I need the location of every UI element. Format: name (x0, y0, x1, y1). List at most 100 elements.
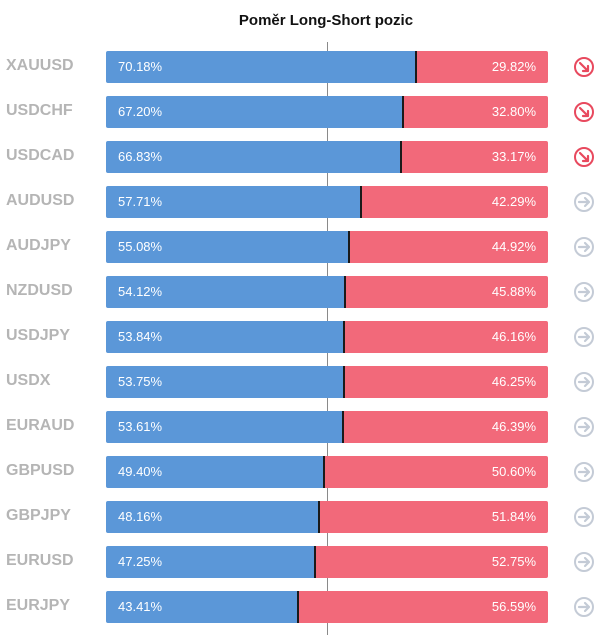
neutral-arrow-icon[interactable] (573, 326, 595, 348)
chart-row: USDJPY 53.84% 46.16% (0, 321, 612, 353)
bar-divider (323, 456, 325, 488)
category-label: GBPJPY (6, 507, 71, 524)
category-label: GBPUSD (6, 462, 75, 479)
bar-divider (344, 276, 346, 308)
short-value-label: 46.16% (491, 329, 536, 344)
long-bar-segment (106, 411, 343, 443)
ratio-bar: 47.25% 52.75% (106, 546, 548, 578)
bar-divider (400, 141, 402, 173)
short-bar-segment (401, 141, 548, 173)
short-value-label: 29.82% (491, 59, 536, 74)
bar-divider (297, 591, 299, 623)
chart-row: USDCHF 67.20% 32.80% (0, 96, 612, 128)
chart-row: GBPJPY 48.16% 51.84% (0, 501, 612, 533)
neutral-arrow-icon[interactable] (573, 371, 595, 393)
sell-arrow-icon[interactable] (573, 146, 595, 168)
chart-row: XAUUSD 70.18% 29.82% (0, 51, 612, 83)
chart-row: EURJPY 43.41% 56.59% (0, 591, 612, 623)
ratio-bar: 53.61% 46.39% (106, 411, 548, 443)
bar-divider (318, 501, 320, 533)
long-bar-segment (106, 231, 349, 263)
short-bar-segment (315, 546, 548, 578)
short-value-label: 56.59% (491, 599, 536, 614)
long-bar-segment (106, 141, 401, 173)
long-value-label: 53.75% (118, 374, 163, 389)
long-bar-segment (106, 276, 345, 308)
chart-row: EURAUD 53.61% 46.39% (0, 411, 612, 443)
neutral-arrow-icon[interactable] (573, 596, 595, 618)
long-value-label: 53.61% (118, 419, 163, 434)
long-value-label: 55.08% (118, 239, 163, 254)
category-label: EURUSD (6, 552, 74, 569)
ratio-bar: 43.41% 56.59% (106, 591, 548, 623)
ratio-bar: 70.18% 29.82% (106, 51, 548, 83)
neutral-arrow-icon[interactable] (573, 191, 595, 213)
neutral-arrow-icon[interactable] (573, 461, 595, 483)
category-label: USDJPY (6, 327, 71, 344)
short-bar-segment (324, 456, 548, 488)
bar-divider (314, 546, 316, 578)
sell-arrow-icon[interactable] (573, 56, 595, 78)
chart-row: NZDUSD 54.12% 45.88% (0, 276, 612, 308)
ratio-bar: 53.75% 46.25% (106, 366, 548, 398)
long-value-label: 48.16% (118, 509, 163, 524)
ratio-bar: 48.16% 51.84% (106, 501, 548, 533)
short-value-label: 45.88% (491, 284, 536, 299)
short-bar-segment (345, 276, 548, 308)
short-bar-segment (361, 186, 548, 218)
long-bar-segment (106, 51, 416, 83)
short-value-label: 52.75% (491, 554, 536, 569)
ratio-bar: 54.12% 45.88% (106, 276, 548, 308)
category-label: USDCHF (6, 102, 73, 119)
short-value-label: 44.92% (491, 239, 536, 254)
bar-divider (415, 51, 417, 83)
long-bar-segment (106, 546, 315, 578)
ratio-bar: 57.71% 42.29% (106, 186, 548, 218)
long-bar-segment (106, 186, 361, 218)
long-bar-segment (106, 366, 344, 398)
long-value-label: 66.83% (118, 149, 163, 164)
short-bar-segment (344, 321, 548, 353)
bar-divider (343, 366, 345, 398)
short-bar-segment (344, 366, 548, 398)
long-bar-segment (106, 96, 403, 128)
chart-row: GBPUSD 49.40% 50.60% (0, 456, 612, 488)
bar-divider (402, 96, 404, 128)
short-value-label: 32.80% (491, 104, 536, 119)
ratio-bar: 67.20% 32.80% (106, 96, 548, 128)
short-value-label: 33.17% (491, 149, 536, 164)
long-value-label: 53.84% (118, 329, 163, 344)
long-bar-segment (106, 456, 324, 488)
bar-divider (343, 321, 345, 353)
chart-row: AUDJPY 55.08% 44.92% (0, 231, 612, 263)
long-bar-segment (106, 591, 298, 623)
category-label: NZDUSD (6, 282, 73, 299)
ratio-bar: 66.83% 33.17% (106, 141, 548, 173)
long-value-label: 67.20% (118, 104, 163, 119)
bar-divider (348, 231, 350, 263)
neutral-arrow-icon[interactable] (573, 236, 595, 258)
long-value-label: 47.25% (118, 554, 163, 569)
category-label: EURAUD (6, 417, 75, 434)
long-value-label: 43.41% (118, 599, 163, 614)
short-bar-segment (416, 51, 548, 83)
neutral-arrow-icon[interactable] (573, 416, 595, 438)
short-value-label: 51.84% (491, 509, 536, 524)
short-value-label: 50.60% (491, 464, 536, 479)
neutral-arrow-icon[interactable] (573, 551, 595, 573)
neutral-arrow-icon[interactable] (573, 281, 595, 303)
short-bar-segment (349, 231, 548, 263)
bar-divider (360, 186, 362, 218)
chart-row: AUDUSD 57.71% 42.29% (0, 186, 612, 218)
short-bar-segment (298, 591, 548, 623)
short-value-label: 42.29% (491, 194, 536, 209)
category-label: EURJPY (6, 597, 71, 614)
category-label: AUDJPY (6, 237, 71, 254)
sell-arrow-icon[interactable] (573, 101, 595, 123)
category-label: AUDUSD (6, 192, 75, 209)
short-bar-segment (319, 501, 548, 533)
long-bar-segment (106, 321, 344, 353)
short-bar-segment (343, 411, 548, 443)
neutral-arrow-icon[interactable] (573, 506, 595, 528)
long-value-label: 54.12% (118, 284, 163, 299)
